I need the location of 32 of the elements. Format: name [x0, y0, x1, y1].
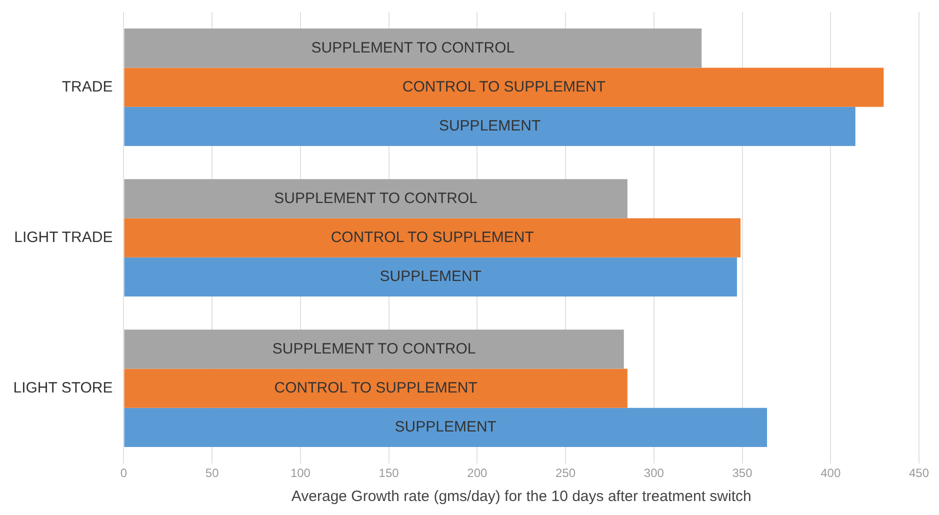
text: SUPPLEMENT TO CONTROL	[311, 39, 515, 56]
text: CONTROL TO SUPPLEMENT	[330, 228, 534, 246]
x-tick-label: 400	[820, 466, 841, 480]
bar	[124, 330, 624, 369]
series-label: SUPPLEMENT	[380, 268, 482, 286]
x-axis-title: Average Growth rate (gms/day) for the 10 days after treatment switch	[291, 488, 752, 506]
x-tick-label: 350	[732, 466, 753, 480]
bar	[124, 179, 628, 218]
y-tick-label: TRADE	[62, 78, 113, 96]
x-tick-label: 0	[120, 466, 128, 480]
text: SUPPLEMENT TO CONTROL	[274, 190, 478, 207]
series-label: CONTROL TO SUPPLEMENT	[402, 78, 606, 96]
x-tick-label: 250	[556, 466, 576, 480]
bar	[124, 218, 741, 258]
bar	[124, 28, 702, 68]
y-tick-label: LIGHT TRADE	[14, 228, 113, 246]
bar	[124, 257, 737, 297]
y-tick-label: LIGHT STORE	[13, 379, 113, 396]
series-label: SUPPLEMENT TO CONTROL	[272, 340, 476, 358]
bar	[124, 106, 856, 146]
bar	[124, 68, 884, 107]
bar	[124, 408, 768, 448]
text: SUPPLEMENT	[394, 418, 496, 436]
x-tick-label: 100	[290, 466, 311, 480]
x-tick-label: 300	[644, 466, 664, 480]
x-tick-label: 450	[908, 466, 930, 480]
x-tick-label: 150	[378, 466, 400, 480]
x-tick-label: 200	[467, 466, 488, 480]
x-tick-label: 50	[205, 466, 220, 480]
text: SUPPLEMENT	[438, 118, 541, 135]
bar	[124, 368, 628, 408]
text: CONTROL TO SUPPLEMENT	[274, 379, 478, 396]
